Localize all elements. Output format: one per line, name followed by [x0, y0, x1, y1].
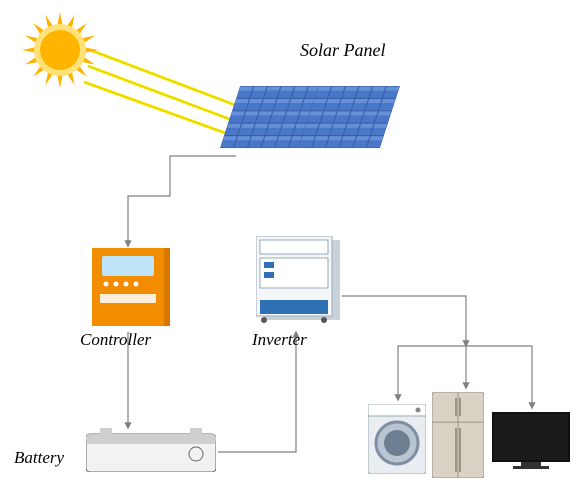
controller-icon [92, 248, 170, 331]
battery-label: Battery [14, 448, 64, 468]
sun-icon [20, 10, 100, 90]
controller-label: Controller [80, 330, 151, 350]
inverter-label: Inverter [252, 330, 307, 350]
solar-system-diagram: Solar Panel Controller Inverter Battery [0, 0, 580, 500]
fridge-icon [432, 392, 484, 483]
tv-icon [492, 412, 570, 481]
battery-icon [86, 428, 216, 477]
solar-panel-label: Solar Panel [300, 40, 386, 61]
washer-icon [368, 404, 426, 479]
inverter-icon [256, 236, 340, 331]
